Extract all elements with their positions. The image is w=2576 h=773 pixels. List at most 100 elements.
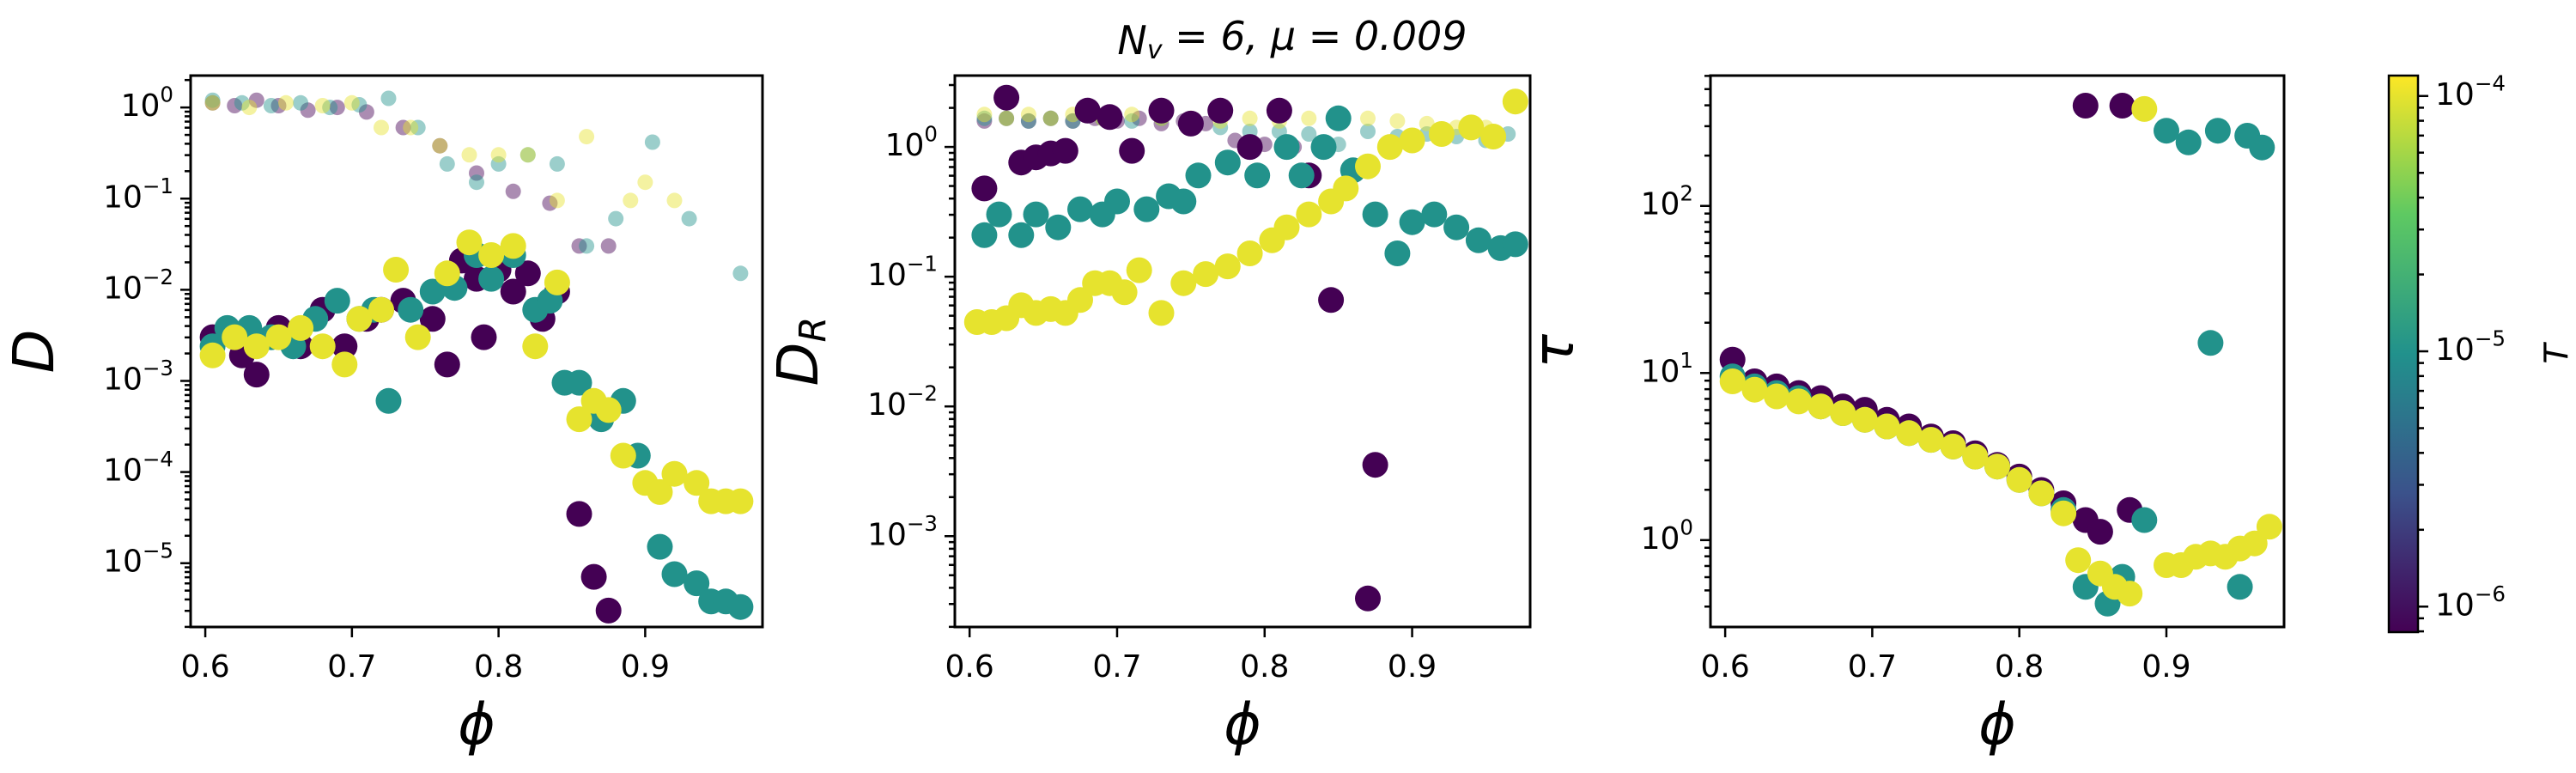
y-tick-label: 100 <box>121 82 173 124</box>
scatter-point <box>1318 287 1345 313</box>
scatter-point <box>579 238 595 254</box>
scatter-point <box>331 351 358 378</box>
scatter-point <box>204 92 221 108</box>
x-axis-label: ϕ <box>1224 691 1261 758</box>
scatter-point <box>610 442 636 469</box>
scatter-point <box>1502 231 1528 258</box>
scatter-point <box>595 397 622 423</box>
scatter-point <box>322 100 338 116</box>
scatter-point <box>1067 196 1093 222</box>
scatter-point <box>1148 300 1175 326</box>
scatter-point <box>1333 175 1359 202</box>
scatter-point <box>608 210 624 227</box>
scatter-point <box>434 351 460 378</box>
scatter-point <box>1244 162 1271 189</box>
scatter-point <box>623 192 639 209</box>
x-tick-label: 0.6 <box>1700 649 1749 685</box>
y-tick-label: 10−1 <box>867 252 938 293</box>
scatter-point <box>227 98 243 113</box>
scatter-point <box>732 265 749 282</box>
scatter-point <box>1301 110 1317 126</box>
scatter-point <box>434 260 460 287</box>
scatter-point <box>293 94 309 111</box>
scatter-point <box>566 406 592 433</box>
scatter-point <box>566 501 592 527</box>
scatter-point <box>490 155 507 172</box>
scatter-point <box>380 90 397 107</box>
scatter-point <box>395 119 411 136</box>
scatter-point <box>2175 129 2202 155</box>
scatter-point <box>1124 113 1140 129</box>
scatter-point <box>1360 124 1376 139</box>
scatter-point <box>1177 110 1204 137</box>
scatter-point <box>571 238 587 254</box>
y-axis-label: DR <box>765 317 834 386</box>
scatter-point <box>2050 500 2077 526</box>
scatter-point <box>1020 113 1036 129</box>
scatter-point <box>500 233 526 259</box>
scatter-point <box>1148 97 1175 124</box>
scatter-point <box>971 222 998 248</box>
x-tick-label: 0.8 <box>1240 649 1289 685</box>
scatter-point <box>490 147 507 163</box>
scatter-point <box>241 100 258 116</box>
panel-2: 0.6 0.7 0.8 0.9 100 10−1 10−2 10−3 ϕ DR <box>765 74 1532 758</box>
scatter-point <box>1458 114 1485 141</box>
x-axis-label: ϕ <box>1978 691 2016 758</box>
scatter-point <box>1851 406 1878 433</box>
scatter-point <box>1465 227 1492 253</box>
scatter-point <box>647 478 673 505</box>
colorbar-tick-label: 10−5 <box>2435 326 2506 368</box>
colorbar: 10−4 10−5 10−6 T <box>2387 70 2576 634</box>
scatter-point <box>727 488 754 514</box>
scatter-point <box>404 324 431 350</box>
scatter-point <box>1362 452 1388 478</box>
scatter-point <box>1242 110 1258 126</box>
scatter-point <box>1874 413 1900 440</box>
scatter-point <box>1421 201 1448 228</box>
scatter-point <box>2072 93 2099 119</box>
scatter-point <box>1310 134 1337 161</box>
scatter-point <box>478 242 505 268</box>
scatter-point <box>1214 253 1241 280</box>
scatter-point <box>1764 383 1790 410</box>
scatter-point <box>419 278 446 305</box>
scatter-point <box>644 134 660 150</box>
scatter-point <box>1785 388 1812 415</box>
scatter-point <box>410 119 426 136</box>
scatter-point <box>549 155 565 172</box>
scatter-point <box>461 147 477 163</box>
scatter-point <box>971 175 998 202</box>
y-tick-label: 10−5 <box>103 538 173 579</box>
scatter-point <box>243 333 270 360</box>
scatter-point <box>1020 113 1036 129</box>
scatter-point <box>469 165 484 181</box>
x-tick-label: 0.8 <box>1995 649 2044 685</box>
scatter-point <box>469 174 484 191</box>
scatter-point <box>1428 121 1455 147</box>
panel-1: 0.6 0.7 0.8 0.9 100 10−1 10−2 10−3 10−4 10−5 ϕ D <box>1 74 764 758</box>
scatter-point <box>222 324 248 350</box>
scatter-point <box>314 98 331 113</box>
x-tick-label: 0.8 <box>474 649 523 685</box>
x-axis-label: ϕ <box>458 691 495 758</box>
y-axis-label: τ <box>1521 333 1587 368</box>
scatter-point <box>288 314 314 341</box>
scatter-point <box>204 94 221 111</box>
scatter-point <box>1008 222 1035 248</box>
scatter-point <box>1917 427 1944 453</box>
scatter-point <box>683 570 710 597</box>
scatter-point <box>637 174 653 191</box>
scatter-point <box>1273 134 1300 161</box>
scatter-point <box>403 119 419 136</box>
scatter-point <box>999 110 1015 126</box>
axes-frame <box>1709 74 2286 629</box>
scatter-point <box>2227 574 2253 600</box>
scatter-point <box>1104 188 1130 215</box>
scatter-point <box>549 192 565 209</box>
scatter-point <box>986 201 1012 228</box>
scatter-point <box>579 129 595 145</box>
scatter-point <box>683 470 710 496</box>
scatter-point <box>1325 105 1352 131</box>
scatter-point <box>727 593 754 620</box>
